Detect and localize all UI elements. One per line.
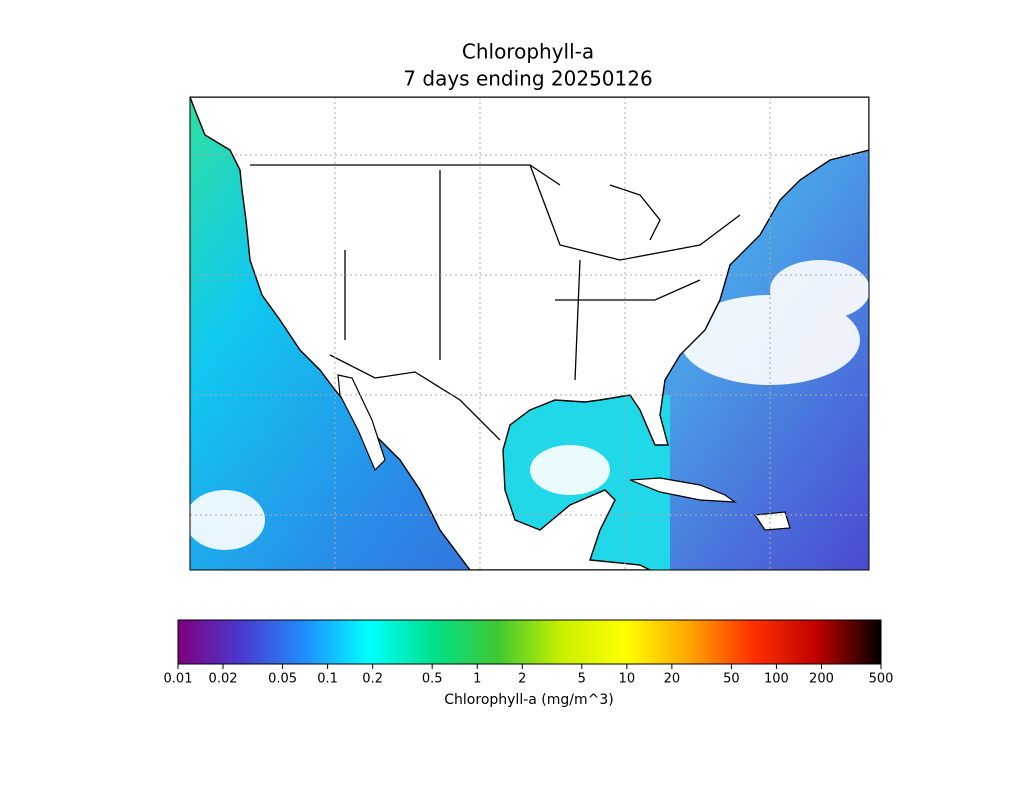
colorbar-tick-label: 500 (869, 672, 894, 687)
colorbar-tick-label: 0.2 (362, 672, 383, 687)
colorbar-tick-label: 10 (619, 672, 636, 687)
grid-lines (190, 97, 869, 570)
borders (250, 164, 741, 441)
colorbar-tick-label: 200 (809, 672, 834, 687)
title: Chlorophyll-a (462, 40, 594, 64)
cuba (629, 477, 738, 503)
colorbar-tick-label: 0.05 (268, 672, 297, 687)
map (190, 97, 869, 570)
colorbar-tick-label: 0.01 (164, 672, 193, 687)
colorbar-tick-label: 20 (664, 672, 681, 687)
colorbar-tick-label: 5 (578, 672, 586, 687)
colorbar-tick-label: 0.5 (422, 672, 443, 687)
map-frame (189, 96, 870, 571)
colorbar-tick-label: 50 (723, 672, 740, 687)
colorbar-tick-label: 0.02 (209, 672, 238, 687)
colorbar (177, 619, 882, 665)
colorbar-tick-label: 100 (764, 672, 789, 687)
cloud-gaps (190, 260, 869, 550)
land (190, 97, 869, 570)
colorbar-tick-label: 1 (473, 672, 481, 687)
subtitle: 7 days ending 20250126 (403, 67, 652, 91)
hispaniola (753, 511, 791, 531)
colorbar-tick-label: 0.1 (317, 672, 338, 687)
colorbar-label: Chlorophyll-a (mg/m^3) (444, 692, 613, 708)
colorbar-tick-label: 2 (518, 672, 526, 687)
baja-california (337, 374, 386, 472)
